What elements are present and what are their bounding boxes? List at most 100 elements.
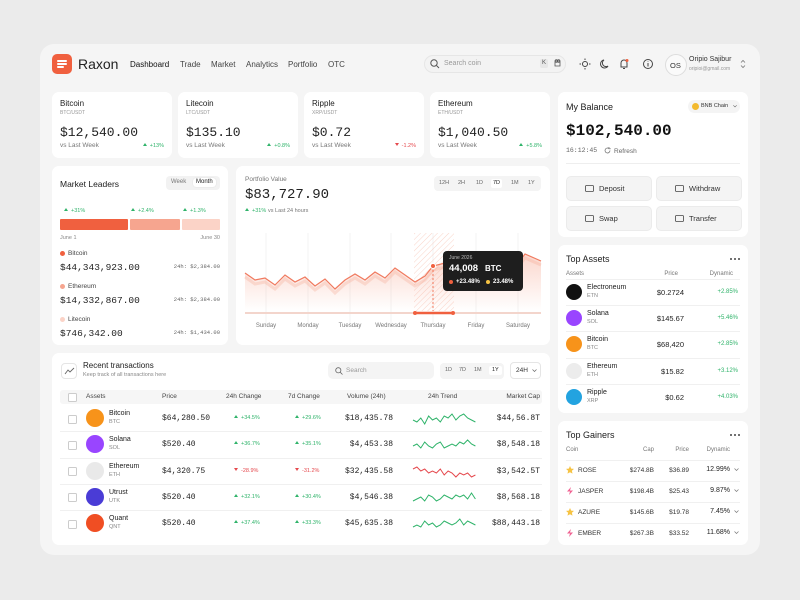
checkbox[interactable] bbox=[68, 393, 77, 402]
gainer-cap: $267.3B bbox=[629, 529, 654, 537]
logo-stroke bbox=[57, 60, 67, 62]
header-icons-circle bbox=[582, 61, 588, 67]
brand-name: Raxon bbox=[78, 56, 119, 72]
range-button[interactable]: 12H bbox=[439, 180, 450, 186]
dynamic-chevron bbox=[734, 510, 739, 513]
ticker-name: Ripple bbox=[312, 99, 335, 108]
action-icon bbox=[585, 215, 594, 222]
action-button[interactable]: Swap bbox=[566, 206, 652, 231]
gainer-icon-path bbox=[567, 529, 573, 537]
range-button[interactable]: 1D bbox=[476, 180, 484, 186]
checkbox[interactable] bbox=[68, 440, 77, 450]
volume: $45,635.38 bbox=[344, 519, 393, 529]
search-box[interactable] bbox=[328, 362, 434, 379]
nav-link[interactable]: Portfolio bbox=[288, 60, 318, 69]
toggle[interactable]: Week bbox=[171, 179, 187, 185]
chain-pill[interactable] bbox=[688, 100, 740, 113]
action-button[interactable]: Withdraw bbox=[656, 176, 742, 201]
ticker-card: Ethereum ETH/USDT $1,040.50 vs Last Week +5.… bbox=[430, 92, 550, 158]
range-button[interactable]: 1M bbox=[511, 180, 519, 186]
gainer-coin: AZURE bbox=[578, 508, 601, 516]
action-button[interactable]: Transfer bbox=[656, 206, 742, 231]
more-menu-circle bbox=[738, 434, 740, 436]
coin-icon bbox=[566, 362, 582, 379]
day-label: Tuesday bbox=[338, 323, 362, 329]
coin-name: Bitcoin bbox=[587, 336, 609, 344]
coin-dynamic: +4.03% bbox=[717, 393, 738, 400]
nav-link[interactable]: Trade bbox=[180, 60, 201, 69]
change-24h: -28.9% bbox=[234, 468, 258, 475]
range-button[interactable]: 7D bbox=[459, 367, 467, 373]
more-menu-circle bbox=[738, 258, 740, 260]
range-button[interactable]: 1Y bbox=[489, 366, 502, 375]
range-button[interactable]: 1M bbox=[474, 367, 482, 373]
range-button[interactable]: 2H bbox=[458, 180, 466, 186]
portfolio-card: Portfolio Value $83,727.90 +31% vs Last 24 … bbox=[236, 166, 550, 345]
ticker-pair: BTC/USDT bbox=[60, 110, 85, 116]
action-label: Swap bbox=[599, 214, 618, 223]
card-title: My Balance bbox=[566, 102, 614, 112]
leader-bar bbox=[130, 219, 180, 230]
nav-link[interactable]: OTC bbox=[328, 60, 345, 69]
market-cap: $44,56.8T bbox=[496, 414, 540, 423]
dynamic-chevron-path bbox=[734, 468, 739, 471]
checkbox[interactable] bbox=[68, 467, 77, 477]
coin-icon bbox=[566, 336, 582, 353]
period-select[interactable] bbox=[510, 362, 541, 379]
user-chevron-path bbox=[740, 59, 746, 69]
nav-link[interactable]: Dashboard bbox=[130, 60, 170, 69]
gainer-icon bbox=[566, 466, 574, 474]
more-menu-circle bbox=[734, 258, 736, 260]
ticker-caption: vs Last Week bbox=[60, 142, 99, 149]
action-icon-rect bbox=[675, 215, 684, 222]
period-select-label: 24H bbox=[516, 367, 528, 374]
price: $520.40 bbox=[162, 492, 196, 502]
action-button[interactable]: Deposit bbox=[566, 176, 652, 201]
gainer-price: $33.52 bbox=[669, 529, 689, 537]
search-placeholder: Search bbox=[346, 367, 367, 374]
day-label: Thursday bbox=[420, 323, 446, 329]
action-icon-rect bbox=[675, 185, 684, 192]
header-icons-path bbox=[620, 59, 628, 69]
range-button[interactable]: 1D bbox=[445, 367, 453, 373]
ticker-card: Ripple XRP/USDT $0.72 vs Last Week -1.2% bbox=[304, 92, 424, 158]
leader-value: $746,342.00 bbox=[60, 328, 123, 339]
coin-icon bbox=[566, 310, 582, 327]
more-menu bbox=[730, 258, 740, 260]
action-icon bbox=[585, 185, 594, 192]
refresh-button[interactable]: Refresh bbox=[614, 148, 637, 155]
gainer-dynamic: 9.87% bbox=[710, 487, 730, 494]
coin-price: $68,420 bbox=[656, 340, 684, 350]
change-7d: -31.2% bbox=[295, 468, 319, 475]
toggle[interactable]: Month bbox=[193, 178, 216, 188]
coin-name: Electroneum bbox=[587, 284, 627, 291]
row-divider bbox=[566, 502, 740, 503]
day-label: Wednesday bbox=[375, 323, 407, 329]
dynamic-chevron-path bbox=[734, 510, 739, 513]
range-button[interactable]: 1Y bbox=[528, 180, 535, 186]
checkbox[interactable] bbox=[68, 493, 77, 503]
leader-bar bbox=[60, 219, 128, 230]
range-button[interactable]: 7D bbox=[491, 179, 503, 188]
search-box[interactable] bbox=[424, 55, 566, 73]
nav-link[interactable]: Analytics bbox=[246, 60, 279, 69]
leader-change: 24h: $2,384.00 bbox=[173, 263, 220, 270]
search-icon-line bbox=[436, 65, 440, 69]
row-divider bbox=[566, 460, 740, 461]
coin-name: Solana bbox=[587, 310, 609, 318]
ticker-name: Bitcoin bbox=[60, 99, 85, 108]
column-header: Assets bbox=[86, 393, 106, 400]
volume: $32,435.58 bbox=[344, 466, 393, 476]
checkbox[interactable] bbox=[68, 519, 77, 529]
change-7d: +29.6% bbox=[295, 415, 321, 422]
balance-time: 16:12:45 bbox=[566, 147, 598, 154]
nav-link[interactable]: Market bbox=[211, 60, 236, 69]
section-icon bbox=[61, 363, 77, 379]
price: $520.40 bbox=[162, 440, 196, 450]
row-divider bbox=[566, 279, 740, 280]
more-menu bbox=[730, 434, 740, 436]
change-7d: +33.3% bbox=[295, 520, 321, 527]
action-icon-rect bbox=[585, 215, 594, 222]
gainer-cap: $198.4B bbox=[629, 487, 654, 495]
checkbox[interactable] bbox=[68, 414, 77, 424]
